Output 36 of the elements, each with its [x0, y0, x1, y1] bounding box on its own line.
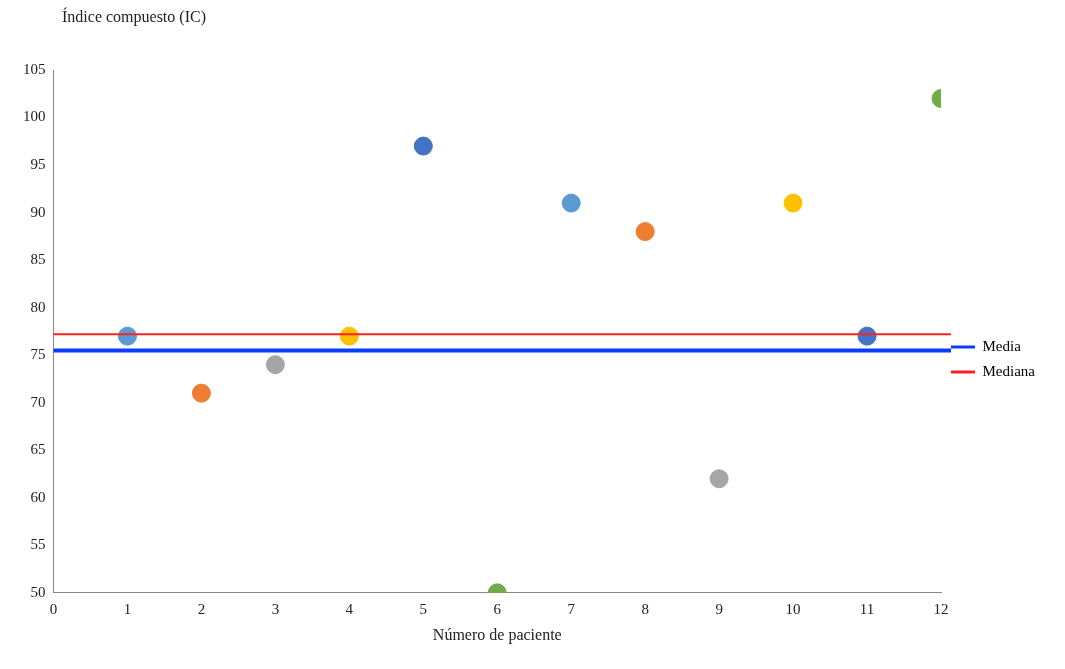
x-tick-label: 6 — [493, 600, 502, 617]
point — [561, 193, 581, 213]
y-tick-label: 60 — [30, 488, 46, 505]
y-tick-label: 100 — [23, 108, 46, 125]
y-tick-label: 85 — [30, 251, 46, 268]
legend-label: Mediana — [982, 362, 1036, 379]
x-axis-title: Número de paciente — [432, 625, 562, 644]
y-tick-label: 105 — [23, 60, 46, 77]
x-tick-label: 12 — [933, 600, 949, 617]
y-axis-title: Índice compuesto (IC) — [62, 8, 206, 26]
y-tick-label: 65 — [30, 441, 46, 458]
point — [191, 383, 211, 403]
y-tick-label: 70 — [30, 393, 46, 410]
y-tick-label: 90 — [30, 203, 46, 220]
point — [265, 355, 285, 375]
y-tick-label: 50 — [30, 583, 46, 600]
y-tick-label: 95 — [30, 155, 46, 172]
y-tick-label: 80 — [30, 298, 46, 315]
y-tick-label: 55 — [30, 536, 46, 553]
x-tick-label: 2 — [197, 600, 206, 617]
y-tick-label: 75 — [30, 346, 46, 363]
x-tick-label: 3 — [271, 600, 280, 617]
ref-line-label: Media — [982, 337, 1022, 354]
x-tick-label: 7 — [567, 600, 576, 617]
point — [783, 193, 803, 213]
x-tick-label: 8 — [641, 600, 649, 617]
point — [709, 469, 729, 489]
x-tick-label: 4 — [345, 600, 354, 617]
x-tick-label: 10 — [785, 600, 801, 617]
x-tick-label: 9 — [715, 600, 723, 617]
x-tick-label: 5 — [419, 600, 428, 617]
x-tick-label: 11 — [859, 600, 875, 617]
x-tick-label: 0 — [49, 600, 58, 617]
x-tick-label: 1 — [123, 600, 132, 617]
point — [635, 222, 655, 242]
point — [413, 136, 433, 156]
